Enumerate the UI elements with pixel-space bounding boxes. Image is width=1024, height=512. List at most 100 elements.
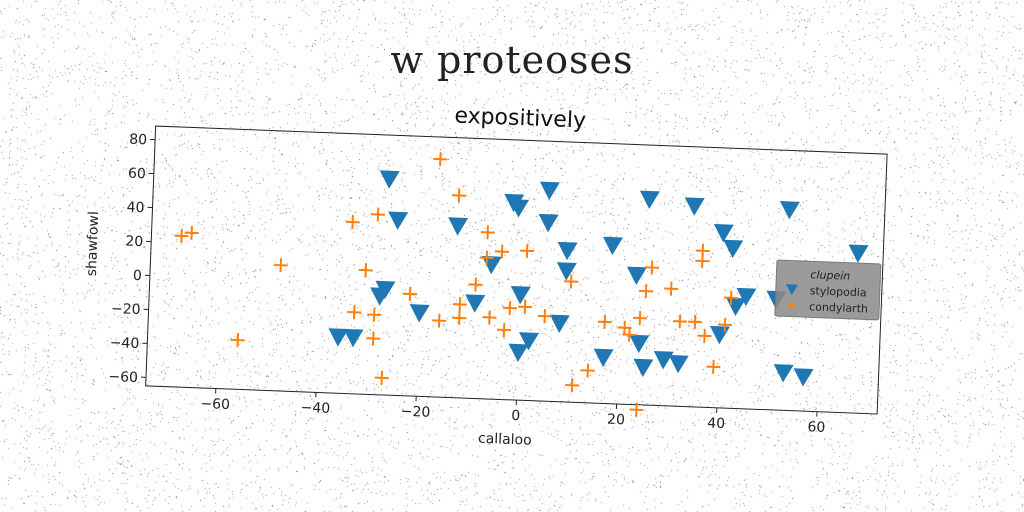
stylopodia-point [779, 201, 800, 220]
stylopodia-point [633, 358, 654, 378]
stylopodia-point [629, 334, 650, 354]
condylarth-point [695, 253, 710, 269]
stylopodia-point [726, 297, 747, 316]
condylarth-point [367, 307, 382, 322]
stylopodia-point [684, 197, 705, 216]
condylarth-point [482, 310, 497, 325]
condylarth-point [580, 363, 595, 378]
condylarth-point [230, 333, 245, 348]
y-tick-label: 20 [125, 234, 143, 251]
stylopodia-point [793, 368, 814, 387]
figure-title: w proteoses [390, 38, 634, 82]
condylarth-point [629, 402, 644, 417]
condylarth-point [717, 317, 733, 332]
stylopodia-point [465, 294, 486, 313]
stylopodia-point [557, 241, 578, 261]
legend-label: stylopodia [810, 284, 867, 299]
condylarth-point [468, 277, 483, 292]
x-tick-label: 60 [807, 419, 825, 436]
legend-item-clupein: clupein [810, 268, 850, 283]
condylarth-point [520, 243, 535, 258]
y-axis-ticks: −60 −40 −20 0 20 40 60 80 [108, 132, 156, 386]
condylarth-point [452, 310, 467, 326]
stylopodia-point [508, 343, 529, 363]
stylopodia-point [593, 348, 614, 368]
condylarth-point [452, 188, 467, 203]
condylarth-point [644, 260, 659, 275]
condylarth-point [433, 152, 448, 167]
stylopodia-point [379, 170, 400, 189]
condylarth-point [273, 258, 288, 273]
stylopodia-point [328, 328, 349, 347]
condylarth-point [687, 314, 703, 329]
condylarth-point [638, 284, 654, 299]
stylopodia-point [713, 224, 734, 243]
legend-marker [787, 301, 796, 310]
condylarth-point [403, 286, 418, 302]
condylarth-point [184, 225, 199, 240]
stylopodia-point [626, 266, 647, 285]
stylopodia-point [510, 285, 531, 305]
x-axis-label: callaloo [478, 431, 532, 449]
legend-label: condylarth [809, 300, 868, 315]
stylopodia-point [602, 236, 623, 256]
stylopodia-point [388, 211, 409, 230]
condylarth-point [432, 313, 447, 328]
stylopodia-point [509, 199, 530, 218]
stylopodia-point [519, 332, 540, 351]
legend-label: clupein [810, 268, 850, 283]
y-tick-label: 0 [133, 268, 143, 284]
condylarth-point [517, 299, 533, 314]
x-tick-label: −40 [300, 400, 330, 417]
y-tick-label: 60 [128, 166, 146, 183]
condylarth-point [345, 215, 360, 230]
chart-title: expositively [454, 104, 586, 134]
legend-item-stylopodia: stylopodia [786, 284, 867, 299]
condylarth-point [452, 297, 467, 312]
stylopodia-point [538, 213, 559, 233]
condylarth-point [480, 225, 495, 240]
condylarth-point [347, 305, 362, 320]
stylopodia-point [448, 217, 469, 236]
y-tick-label: 40 [126, 200, 144, 217]
condylarth-point [358, 263, 373, 278]
y-tick-label: 80 [129, 132, 147, 149]
stylopodia-point [668, 354, 689, 374]
condylarth-point [622, 327, 637, 342]
stylopodia-point [653, 350, 674, 370]
legend-marker [786, 284, 799, 296]
y-tick-label: −20 [111, 301, 141, 318]
stylopodia-point [370, 287, 391, 306]
legend-box [774, 259, 882, 321]
stylopodia-point [773, 364, 794, 383]
stylopodia-point [549, 314, 570, 334]
x-tick-label: 40 [707, 415, 725, 432]
stylopodia-point [539, 181, 560, 200]
stylopodia-point [639, 190, 660, 209]
condylarth-point [697, 328, 712, 343]
condylarth-point [706, 359, 721, 374]
condylarth-point [495, 244, 510, 259]
y-tick-label: −40 [109, 335, 139, 352]
x-tick-label: −20 [401, 404, 431, 421]
condylarth-point [479, 250, 494, 265]
stylopodia-point [848, 244, 869, 263]
condylarth-point [564, 274, 579, 289]
condylarth-point [537, 309, 552, 324]
condylarth-point [664, 281, 679, 296]
condylarth-point [597, 314, 612, 329]
condylarth-point [724, 290, 739, 305]
x-tick-label: 0 [511, 408, 521, 424]
y-tick-label: −60 [108, 369, 138, 386]
plot-area [145, 125, 888, 417]
condylarth-point [374, 370, 389, 385]
series-stylopodia [328, 170, 869, 387]
stylopodia-point [723, 239, 744, 259]
stylopodia-point [343, 328, 364, 348]
condylarth-point [565, 378, 580, 393]
x-axis-ticks: −60 −40 −20 0 20 40 60 [200, 388, 826, 436]
plot-frame [145, 125, 888, 415]
